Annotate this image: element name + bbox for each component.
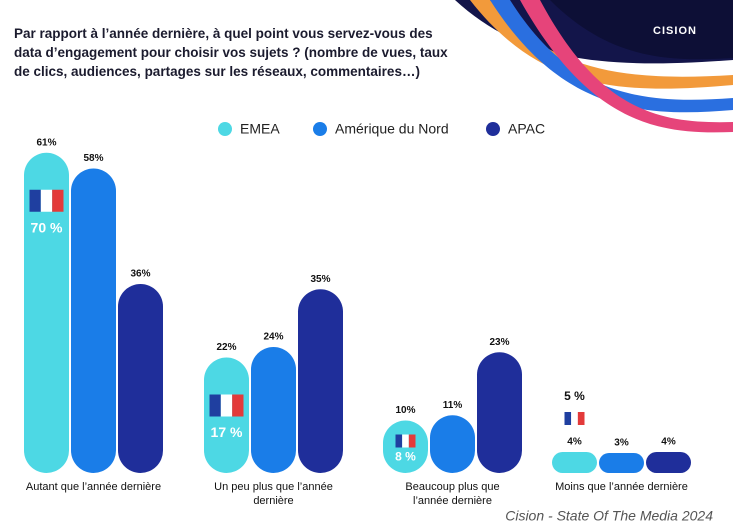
title: Par rapport à l’année dernière, à quel p… (14, 24, 448, 81)
flag (564, 412, 585, 425)
bar (599, 453, 644, 473)
title-line: data d’engagement pour choisir vos sujet… (14, 45, 448, 60)
flag-stripe (577, 412, 585, 425)
france-label: 5 % (564, 389, 585, 403)
value-label: 22% (216, 342, 236, 353)
france-label: 17 % (211, 424, 243, 440)
legend-label: APAC (508, 121, 545, 137)
france-label: 8 % (395, 450, 416, 464)
legend-label: EMEA (240, 121, 280, 137)
bar (477, 352, 522, 473)
value-label: 4% (567, 437, 582, 448)
title-line: Par rapport à l’année dernière, à quel p… (14, 26, 433, 41)
flag-stripe (29, 189, 41, 212)
flag-stripe (564, 412, 572, 425)
flag-stripe (40, 189, 53, 212)
bar (71, 168, 116, 473)
flag-stripe (232, 394, 244, 417)
value-label: 3% (614, 438, 629, 449)
bar (552, 452, 597, 473)
value-label: 23% (489, 337, 509, 348)
value-label: 24% (263, 332, 283, 343)
decoration (455, 0, 733, 133)
flag-stripe (395, 434, 403, 448)
value-label: 10% (395, 405, 415, 416)
flag-stripe (408, 434, 416, 448)
value-label: 58% (83, 153, 103, 164)
flag (209, 394, 244, 417)
value-label: 35% (310, 274, 330, 285)
flag (395, 434, 416, 448)
value-label: 36% (130, 269, 150, 280)
bar (430, 415, 475, 473)
category-label: Beaucoup plus que l’année dernière (405, 481, 500, 507)
value-label: 11% (443, 400, 463, 411)
category-label: Autant que l’année dernière (25, 481, 162, 493)
france-label: 70 % (31, 219, 63, 235)
bar (118, 284, 163, 473)
bar (646, 452, 691, 473)
legend-label: Amérique du Nord (335, 121, 449, 137)
title-line: de clics, audiences, partages sur les ré… (14, 64, 420, 79)
legend-marker (486, 122, 500, 136)
legend-marker (313, 122, 327, 136)
flag-stripe (220, 394, 233, 417)
source: Cision - State Of The Media 2024 (505, 508, 713, 524)
flag-stripe (209, 394, 221, 417)
bar (298, 289, 343, 473)
flag-stripe (402, 434, 409, 448)
category-label: Moins que l’année dernière (555, 481, 688, 493)
value-label: 4% (661, 437, 676, 448)
flag-stripe (571, 412, 578, 425)
flag (29, 189, 64, 212)
bar (251, 347, 296, 473)
flag-stripe (52, 189, 64, 212)
logo: CISION (653, 25, 697, 37)
legend-marker (218, 122, 232, 136)
value-label: 61% (36, 137, 56, 148)
bar (24, 152, 69, 473)
category-label: Un peu plus que l’année dernière (214, 481, 333, 507)
